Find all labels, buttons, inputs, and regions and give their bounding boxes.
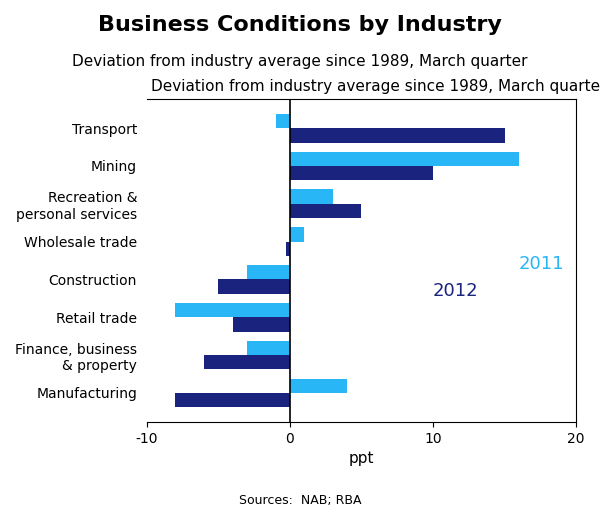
Text: Deviation from industry average since 1989, March quarter: Deviation from industry average since 19… xyxy=(151,79,600,94)
Bar xyxy=(290,227,304,242)
Text: 2012: 2012 xyxy=(433,282,479,300)
Bar xyxy=(247,265,290,280)
Bar xyxy=(175,393,290,408)
Text: Deviation from industry average since 1989, March quarter: Deviation from industry average since 19… xyxy=(72,54,528,69)
Bar xyxy=(290,204,361,218)
Bar xyxy=(175,303,290,317)
Bar xyxy=(286,242,290,256)
Text: 2011: 2011 xyxy=(519,255,565,273)
Bar xyxy=(204,355,290,370)
Bar xyxy=(290,378,347,393)
Bar xyxy=(290,152,519,166)
Bar xyxy=(290,189,333,204)
Bar xyxy=(233,317,290,332)
Bar xyxy=(218,280,290,294)
X-axis label: ppt: ppt xyxy=(349,451,374,466)
Bar xyxy=(290,128,505,142)
Text: Business Conditions by Industry: Business Conditions by Industry xyxy=(98,15,502,35)
Bar xyxy=(247,341,290,355)
Text: Sources:  NAB; RBA: Sources: NAB; RBA xyxy=(239,494,361,507)
Bar xyxy=(275,114,290,128)
Bar xyxy=(290,166,433,180)
